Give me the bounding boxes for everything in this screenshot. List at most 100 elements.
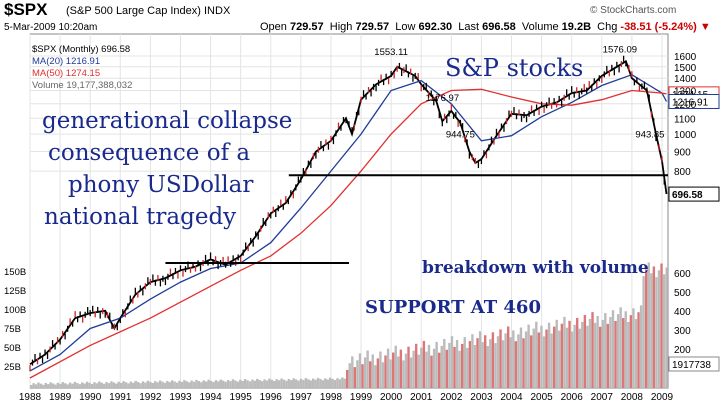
low-label: Low xyxy=(395,21,416,33)
right-volume-box xyxy=(668,356,720,372)
volume-bar xyxy=(627,321,630,388)
volume-bar xyxy=(527,324,530,388)
volume-bar xyxy=(115,383,118,388)
y-tick-label: 1400 xyxy=(674,74,697,85)
volume-bar xyxy=(478,331,482,388)
x-tick-label: 2001 xyxy=(410,392,433,403)
volume-bar xyxy=(39,383,43,388)
volume-bar xyxy=(314,379,317,388)
volume-bar xyxy=(624,311,627,388)
volume-bar xyxy=(614,320,617,388)
volume-bar xyxy=(660,263,663,388)
volume-bar xyxy=(532,328,535,388)
volume-bar xyxy=(414,343,418,388)
volume-tick-label: 25B xyxy=(4,362,21,373)
volume-bar xyxy=(59,383,62,388)
volume-bar xyxy=(307,379,310,388)
volume-bar xyxy=(529,335,533,388)
volume-bar xyxy=(448,342,451,388)
volume-bar xyxy=(552,326,556,388)
volume-bar xyxy=(345,370,349,388)
volume-bar xyxy=(190,380,193,388)
volume-bar xyxy=(473,344,477,388)
volume-bar xyxy=(256,378,259,388)
volume-bar xyxy=(304,378,308,388)
volume-bar xyxy=(260,381,264,388)
volume-bar xyxy=(616,314,620,388)
y-tick-label: 1300 xyxy=(674,87,697,98)
volume-bar xyxy=(309,380,312,388)
right-value-label: 696.58 xyxy=(672,190,703,201)
y-tick-label: 900 xyxy=(674,148,691,159)
volume-bar xyxy=(545,329,548,388)
brand-logo[interactable]: © StockCharts.com xyxy=(590,5,677,16)
volume-bar xyxy=(591,312,594,388)
volume-bar xyxy=(195,379,198,388)
volume-bar xyxy=(483,335,487,388)
volume-bar xyxy=(443,339,446,388)
volume-tick-label: 150B xyxy=(4,267,26,278)
volume-bar xyxy=(112,382,116,388)
volume-bar xyxy=(583,315,587,388)
volume-bar xyxy=(374,365,377,388)
volume-bar xyxy=(547,322,551,388)
x-tick-label: 2000 xyxy=(380,392,403,403)
volume-bar xyxy=(425,351,428,388)
volume-bar xyxy=(407,346,410,388)
volume-bar xyxy=(275,379,278,388)
volume-bar xyxy=(499,329,502,388)
volume-bar xyxy=(361,364,364,388)
data-label: 1553.11 xyxy=(374,47,408,58)
volume-bar xyxy=(558,330,561,388)
volume-bar xyxy=(639,305,643,388)
annotation-line1: generational collapse xyxy=(42,108,293,134)
volume-bar xyxy=(637,312,640,388)
x-tick-label: 2005 xyxy=(530,392,553,403)
volume-tick-label-right: 600 xyxy=(674,269,691,280)
x-tick-label: 2006 xyxy=(561,392,584,403)
volume-bar xyxy=(205,381,208,388)
volume-bar xyxy=(458,350,461,388)
volume-bar xyxy=(468,341,472,388)
y-tick-label: 800 xyxy=(674,167,691,178)
volume-bar xyxy=(73,381,77,388)
volume-bar xyxy=(504,333,507,388)
volume-bar xyxy=(494,343,497,388)
volume-bar xyxy=(647,262,650,388)
annotation-title: S&P stocks xyxy=(445,54,584,82)
volume-bar xyxy=(509,337,512,388)
volume-bar xyxy=(144,382,147,388)
volume-bar xyxy=(166,380,169,388)
volume-bar xyxy=(634,319,638,388)
volume-bar xyxy=(294,379,298,388)
volume-bar xyxy=(156,382,159,388)
volume-bar xyxy=(297,380,300,388)
volume-bar xyxy=(404,353,408,388)
volume-bar xyxy=(207,379,210,388)
right-value-box xyxy=(668,186,720,202)
volume-bar xyxy=(568,320,571,388)
volume-bar xyxy=(422,340,426,388)
volume-bar xyxy=(466,347,469,388)
volume-bar xyxy=(141,381,145,388)
volume-bar xyxy=(394,345,397,388)
volume-bar xyxy=(134,380,137,388)
volume-bar xyxy=(519,327,523,388)
volume-bar xyxy=(524,331,528,388)
index-name: (S&P 500 Large Cap Index) INDX xyxy=(66,5,231,17)
y-tick-label: 1100 xyxy=(674,114,696,125)
volume-bar xyxy=(463,337,466,388)
volume-bar xyxy=(197,381,201,388)
volume-bar xyxy=(149,381,152,388)
right-value-box xyxy=(668,93,720,109)
legend-ma20: MA(20) 1216.91 xyxy=(32,56,101,67)
volume-bar xyxy=(368,361,372,388)
y-tick-label: 1000 xyxy=(674,130,697,141)
annotation-line4: national tragedy xyxy=(44,204,237,230)
volume-bar xyxy=(358,353,362,388)
volume-bar xyxy=(132,382,135,388)
y-tick-label: 1600 xyxy=(674,52,697,63)
volume-bar xyxy=(409,357,413,388)
x-tick-label: 2009 xyxy=(651,392,674,403)
